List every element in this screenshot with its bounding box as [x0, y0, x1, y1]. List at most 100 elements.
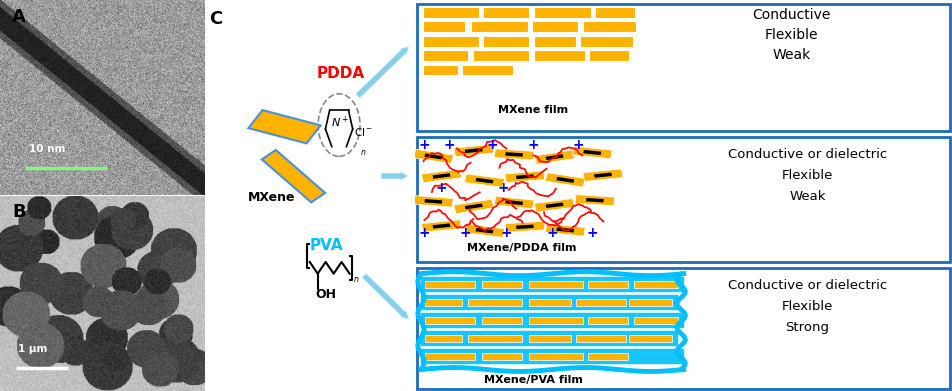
Polygon shape: [475, 228, 493, 233]
Text: $_n$: $_n$: [353, 275, 359, 285]
Polygon shape: [413, 149, 453, 163]
Text: Weak: Weak: [788, 190, 825, 203]
Text: +: +: [486, 138, 498, 152]
Bar: [422, 21, 465, 32]
Polygon shape: [465, 203, 483, 210]
Polygon shape: [424, 153, 442, 160]
Text: Weak: Weak: [771, 48, 810, 63]
Polygon shape: [556, 177, 574, 183]
Bar: [528, 281, 582, 288]
Bar: [483, 36, 528, 47]
Bar: [587, 317, 627, 324]
Text: A: A: [12, 8, 26, 26]
Polygon shape: [421, 220, 461, 232]
Text: Conductive or dielectric: Conductive or dielectric: [727, 278, 886, 292]
Text: Conductive: Conductive: [751, 8, 830, 22]
FancyBboxPatch shape: [421, 295, 678, 310]
FancyBboxPatch shape: [421, 313, 683, 328]
Polygon shape: [545, 154, 563, 160]
Bar: [533, 7, 590, 18]
Bar: [531, 21, 577, 32]
Bar: [422, 65, 457, 75]
Bar: [587, 281, 627, 288]
FancyBboxPatch shape: [417, 137, 949, 262]
Polygon shape: [475, 178, 493, 183]
Polygon shape: [432, 223, 450, 229]
Bar: [628, 335, 671, 342]
Polygon shape: [464, 224, 505, 237]
Polygon shape: [585, 198, 604, 203]
Polygon shape: [505, 200, 523, 205]
Polygon shape: [583, 150, 601, 155]
Bar: [533, 50, 585, 61]
Polygon shape: [571, 146, 611, 159]
Bar: [467, 335, 522, 342]
Text: +: +: [545, 226, 557, 240]
Polygon shape: [556, 227, 574, 233]
Text: Conductive or dielectric: Conductive or dielectric: [727, 148, 886, 161]
Bar: [482, 281, 522, 288]
Bar: [482, 353, 522, 360]
Polygon shape: [545, 173, 585, 187]
Bar: [528, 317, 582, 324]
Text: Flexible: Flexible: [781, 300, 832, 313]
Polygon shape: [505, 171, 545, 183]
Polygon shape: [494, 196, 534, 209]
Text: 1 μm: 1 μm: [18, 344, 48, 354]
Bar: [533, 36, 575, 47]
Bar: [528, 353, 582, 360]
Polygon shape: [453, 144, 493, 157]
Bar: [633, 281, 677, 288]
Bar: [575, 299, 625, 306]
Bar: [575, 335, 625, 342]
Bar: [528, 299, 570, 306]
Text: Flexible: Flexible: [781, 169, 832, 182]
Text: +: +: [460, 226, 471, 240]
Polygon shape: [515, 174, 533, 179]
Text: +: +: [526, 138, 538, 152]
Polygon shape: [464, 174, 505, 187]
Text: Strong: Strong: [784, 321, 829, 334]
Text: +: +: [500, 226, 511, 240]
Polygon shape: [432, 173, 450, 179]
Text: B: B: [12, 203, 26, 221]
Bar: [587, 353, 627, 360]
Text: +: +: [572, 138, 584, 152]
Text: Flexible: Flexible: [764, 28, 818, 42]
Text: +: +: [418, 226, 429, 240]
Text: +: +: [444, 138, 455, 152]
Text: 10 nm: 10 nm: [29, 145, 65, 154]
FancyBboxPatch shape: [421, 349, 683, 364]
Polygon shape: [534, 150, 574, 164]
FancyBboxPatch shape: [421, 277, 683, 292]
Bar: [580, 36, 632, 47]
Text: $N^+$: $N^+$: [330, 115, 348, 130]
Bar: [528, 335, 570, 342]
Text: MXene film: MXene film: [498, 106, 567, 115]
Polygon shape: [453, 199, 493, 213]
Bar: [594, 7, 635, 18]
Polygon shape: [583, 169, 623, 181]
Bar: [467, 299, 522, 306]
Bar: [462, 65, 512, 75]
Polygon shape: [545, 203, 563, 208]
Bar: [483, 7, 528, 18]
Text: MXene/PVA film: MXene/PVA film: [483, 375, 582, 385]
Text: +: +: [418, 138, 429, 152]
Polygon shape: [424, 199, 442, 204]
Bar: [422, 7, 479, 18]
Bar: [422, 50, 468, 61]
Polygon shape: [421, 169, 461, 183]
Bar: [588, 50, 628, 61]
FancyBboxPatch shape: [417, 268, 949, 389]
Bar: [425, 335, 462, 342]
Bar: [582, 21, 636, 32]
Bar: [425, 353, 474, 360]
FancyBboxPatch shape: [421, 331, 678, 346]
Bar: [472, 50, 528, 61]
Polygon shape: [262, 150, 325, 203]
Text: MXene: MXene: [248, 191, 295, 204]
Text: MXene/PDDA film: MXene/PDDA film: [467, 243, 576, 253]
Bar: [470, 21, 527, 32]
Polygon shape: [515, 224, 533, 229]
